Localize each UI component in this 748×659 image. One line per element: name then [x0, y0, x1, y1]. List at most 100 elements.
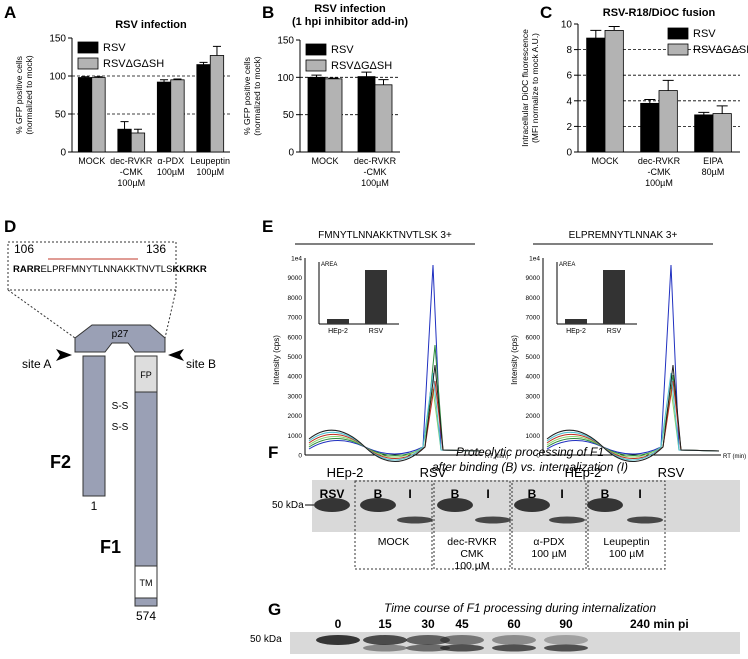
lane-label: 15 [378, 617, 392, 631]
peptide-title: FMNYTLNNAKKTNVTLSK 3+ [318, 230, 452, 241]
band [544, 644, 588, 652]
error-bar [361, 71, 372, 77]
y-tick-label: 6000 [288, 334, 303, 341]
legend-swatch [667, 43, 689, 56]
lane-label: RSV [320, 487, 345, 501]
band [314, 498, 350, 512]
bar [91, 77, 106, 153]
x-tick-label: dec-RVKR [110, 156, 153, 166]
y-axis-label: (MFI normalize to mock A.U.) [530, 33, 540, 143]
x-tick-label: dec-RVKR [354, 156, 397, 166]
x-tick-label: -CMK [120, 167, 143, 177]
y-tick-label: 4000 [288, 374, 303, 381]
band [437, 498, 473, 512]
x-axis-label: RT (min) [723, 454, 746, 460]
chart-title: RSV infection [115, 19, 187, 31]
group-box [587, 480, 666, 570]
y-tick-label: 4000 [526, 374, 541, 381]
error-bar [608, 26, 620, 31]
sequence-part: RARR [13, 264, 41, 275]
legend-label: RSV [331, 44, 354, 56]
x-tick-label: 80µM [702, 167, 725, 177]
blot-title: after binding (B) vs. internalization (I… [432, 460, 628, 474]
lane-label: B [601, 487, 610, 501]
bar [586, 37, 606, 153]
chart-title: RSV-R18/DiOC fusion [603, 7, 716, 19]
inset-bar [327, 319, 349, 324]
f1-end: 574 [136, 609, 156, 623]
error-bar [81, 76, 90, 78]
lane-label: 30 [421, 617, 435, 631]
group-label: 100 µM [531, 548, 566, 560]
fp-label: FP [140, 370, 152, 380]
site-a: site A [22, 357, 51, 371]
x-tick-label: Leupeptin [190, 156, 230, 166]
ion-trace [308, 344, 482, 456]
y-tick-label: 0 [566, 148, 572, 159]
lane-label: 240 min pi [630, 617, 689, 631]
x-tick-label: 100µM [196, 167, 224, 177]
y-tick-label: 0 [536, 453, 540, 460]
inset-title: AREA [321, 262, 337, 268]
inset-label: RSV [369, 328, 384, 335]
arrow [168, 349, 184, 361]
y-tick-label: 2000 [526, 413, 541, 420]
p27-label: p27 [112, 329, 129, 340]
panel-label: C [540, 3, 552, 22]
bar [117, 128, 132, 153]
bar [640, 102, 660, 153]
residue-end: 136 [146, 242, 166, 256]
y-tick-label: 9000 [288, 275, 303, 282]
y-tick-label: 8000 [288, 295, 303, 302]
inset-bar [365, 270, 387, 324]
x-tick-label: -CMK [648, 167, 671, 177]
band [549, 516, 585, 524]
x-tick-label: EIPA [703, 156, 723, 166]
bar [130, 132, 146, 153]
y-tick-label: 10 [561, 20, 573, 31]
zoom-line [164, 289, 177, 339]
y-axis-label: % GFP positive cells [14, 56, 24, 134]
y-tick-label: 1000 [526, 433, 541, 440]
inset-bar [565, 319, 587, 324]
error-bar [173, 78, 182, 80]
group-label: 100 µM [454, 560, 489, 572]
band [363, 644, 407, 652]
x-axis-label: RT (min) [485, 454, 508, 460]
f2-chain [82, 355, 106, 497]
inset-label: RSV [607, 328, 622, 335]
x-tick-label: α-PDX [157, 156, 184, 166]
inset-label: HEp-2 [328, 328, 348, 335]
marker: 50 kDa [250, 634, 282, 645]
legend-swatch [77, 41, 99, 54]
bar [604, 29, 624, 153]
legend-label: RSVΔGΔSH [693, 44, 748, 56]
y-tick-label: 1e4 [529, 256, 540, 263]
y-tick-label: 5000 [288, 354, 303, 361]
legend-label: RSVΔGΔSH [331, 60, 392, 72]
y-tick-label: 50 [55, 110, 67, 121]
inset-bar [603, 270, 625, 324]
legend-swatch [305, 43, 327, 56]
x-tick-label: 100µM [117, 178, 145, 188]
band [492, 644, 536, 652]
legend-swatch [667, 27, 689, 40]
f2-end: 1 [91, 499, 98, 513]
group-box [511, 480, 587, 570]
lane-label: I [408, 487, 411, 501]
band [316, 635, 360, 645]
ion-trace [308, 264, 482, 455]
band [475, 516, 511, 524]
error-bar [378, 79, 389, 85]
y-axis-label: (normalized to mock) [24, 55, 34, 135]
band [544, 635, 588, 645]
band [587, 498, 623, 512]
sample-label: HEp-2 [565, 465, 602, 480]
error-bar [662, 79, 674, 91]
inset-label: HEp-2 [566, 328, 586, 335]
bar [694, 114, 714, 153]
y-tick-label: 150 [49, 34, 66, 45]
zoom-box [7, 241, 177, 291]
group-label: MOCK [378, 536, 410, 548]
